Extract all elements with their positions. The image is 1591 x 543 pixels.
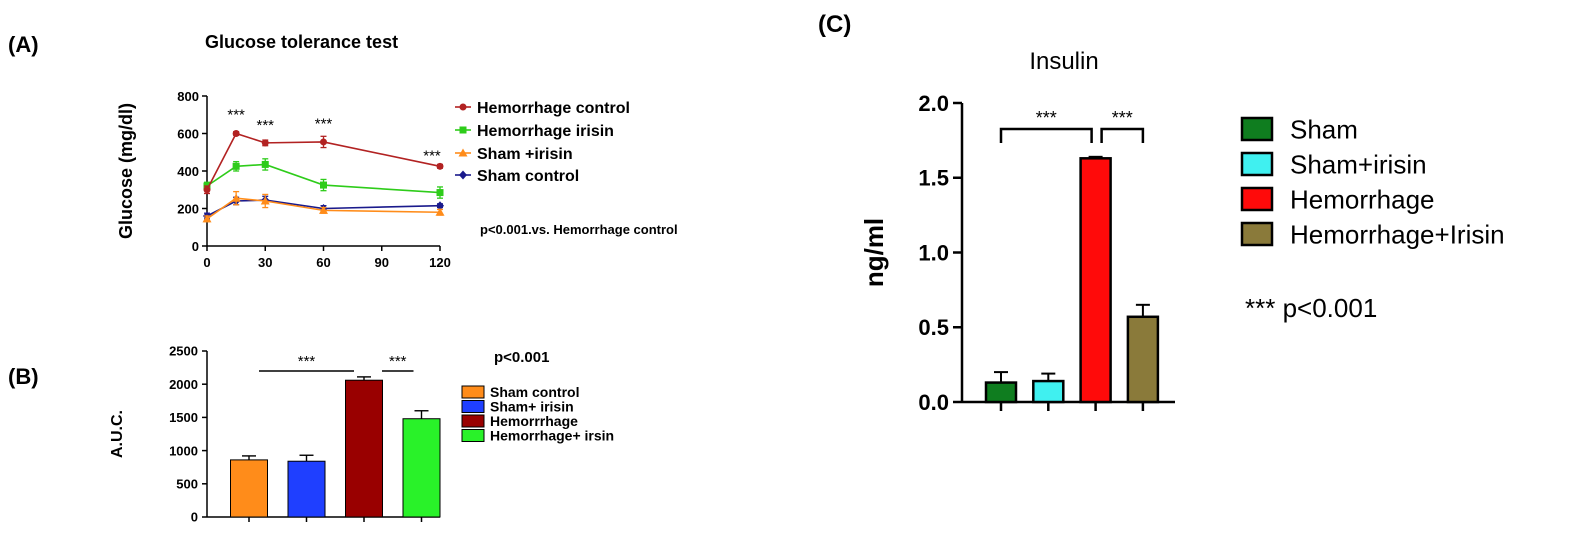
legend-label-hemorrhage-control: Hemorrhage control	[477, 100, 630, 117]
legend-swatch-hemorrhage	[1240, 186, 1274, 212]
data-point-sham-irisin	[435, 207, 445, 216]
legend-swatch-sham	[1240, 116, 1274, 142]
bar-hemorrhage-irisin	[1126, 315, 1160, 404]
chart-c-significance-bracket	[1100, 127, 1145, 143]
chart-c-significance-marker: ***	[1112, 108, 1133, 128]
chart-a-y-tick-label: 200	[177, 202, 199, 217]
legend-label-hemorrhage-irsin: Hemorrhage+ irsin	[490, 428, 614, 444]
chart-b-y-tick-label: 2000	[169, 377, 198, 392]
chart-b-y-tick-label: 2500	[169, 344, 198, 359]
legend-swatch-sham-irisin	[461, 400, 485, 413]
legend-marker-sham-irisin	[458, 148, 468, 157]
legend-swatch-sham-control	[461, 385, 485, 399]
chart-b-auc: A.U.C. 0 500 1000 1500 2000 2500 *** *** Sham con…	[109, 344, 614, 525]
chart-a-y-tick-label: 600	[177, 127, 199, 142]
data-point-hemorrhage-control	[436, 162, 444, 170]
data-point-hemorrhage-control	[261, 139, 269, 147]
chart-a-significance-marker: ***	[315, 115, 333, 132]
legend-marker-sham-control	[459, 170, 467, 180]
data-point-hemorrhage-irisin	[320, 181, 327, 189]
legend-marker-hemorrhage-control	[459, 103, 467, 111]
chart-c-y-tick-label: 0.0	[918, 390, 949, 415]
legend-label-sham-irisin: Sham +irisin	[477, 146, 573, 163]
legend-swatch-hemorrhage-irisin	[1240, 221, 1274, 247]
legend-label-sham-control: Sham control	[477, 168, 579, 185]
chart-b-significance-marker: ***	[389, 353, 407, 370]
chart-a-x-tick-label: 30	[258, 255, 272, 270]
chart-b-y-axis-label: A.U.C.	[109, 410, 126, 458]
chart-c-insulin: Insulin ng/ml 0.0 0.5 1.0 1.5 2.0 *** *** Sham Sha…	[859, 48, 1505, 415]
chart-b-y-tick-label: 500	[176, 476, 198, 491]
panel-b-label: (B)	[8, 364, 39, 389]
legend-label-hemorrhage-irisin: Hemorrhage+Irisin	[1290, 219, 1505, 249]
chart-b-annotation: p<0.001	[494, 349, 549, 366]
chart-a-annotation: p<0.001.vs. Hemorrhage control	[480, 222, 678, 237]
panel-a-label: (A)	[8, 32, 39, 57]
legend-label-sham-irisin: Sham+ irisin	[490, 399, 574, 415]
legend-swatch-hemorrhage-irsin	[461, 429, 485, 442]
data-point-sham-irisin	[319, 205, 328, 214]
bar-sham-control	[230, 459, 268, 518]
chart-a-x-tick-label: 90	[375, 255, 389, 270]
legend-marker-hemorrhage-irisin	[459, 126, 467, 134]
legend-label-sham: Sham	[1290, 114, 1358, 144]
chart-a-title: Glucose tolerance test	[205, 32, 398, 52]
chart-a-x-tick-label: 120	[429, 255, 451, 270]
data-point-hemorrhage-irisin	[261, 160, 269, 168]
data-point-hemorrhage-control	[320, 138, 327, 146]
chart-a-x-tick-label: 60	[316, 255, 330, 270]
chart-a-significance-marker: ***	[256, 117, 274, 134]
bar-hemorrrhage	[345, 379, 383, 518]
chart-c-significance-marker: ***	[1036, 108, 1057, 128]
legend-label-hemorrrhage: Hemorrrhage	[490, 413, 578, 429]
legend-label-sham-control: Sham control	[490, 384, 579, 400]
data-point-sham-irisin	[202, 214, 212, 223]
data-point-sham-irisin	[231, 193, 241, 202]
chart-b-y-tick-label: 0	[191, 510, 198, 525]
chart-b-y-tick-label: 1000	[169, 443, 198, 458]
bar-sham-irisin	[287, 460, 326, 518]
chart-a-significance-marker: ***	[423, 147, 441, 164]
chart-a-x-tick-label: 0	[203, 255, 210, 270]
chart-a-significance-marker: ***	[227, 107, 245, 124]
chart-a-glucose-tolerance: Glucose tolerance test Glucose (mg/dl) 0 20…	[116, 32, 678, 270]
legend-label-sham-irisin: Sham+irisin	[1290, 149, 1427, 179]
data-point-hemorrhage-irisin	[436, 189, 444, 197]
data-point-hemorrhage-control	[232, 130, 240, 137]
chart-a-y-axis-label: Glucose (mg/dl)	[116, 103, 136, 239]
legend-label-hemorrhage-irisin: Hemorrhage irisin	[477, 123, 614, 140]
legend-swatch-hemorrrhage	[461, 414, 485, 428]
chart-a-y-tick-label: 400	[177, 164, 199, 179]
chart-c-y-tick-label: 2.0	[918, 91, 949, 116]
chart-c-significance-bracket	[999, 127, 1093, 143]
data-point-sham-control	[436, 201, 444, 211]
chart-c-annotation: *** p<0.001	[1245, 293, 1377, 323]
legend-swatch-sham-irisin	[1240, 151, 1274, 177]
bar-sham-irisin	[1032, 379, 1065, 404]
chart-c-y-tick-label: 1.0	[918, 240, 949, 265]
bar-hemorrhage	[1079, 157, 1112, 404]
chart-c-y-tick-label: 0.5	[918, 315, 949, 340]
chart-b-significance-marker: ***	[298, 353, 316, 370]
data-point-sham-irisin	[260, 196, 270, 205]
chart-c-title: Insulin	[1029, 48, 1098, 75]
chart-c-y-axis-label: ng/ml	[859, 218, 889, 287]
bar-hemorrhage-irsin	[402, 418, 441, 518]
chart-c-y-tick-label: 1.5	[918, 166, 949, 191]
data-point-hemorrhage-irisin	[232, 162, 240, 170]
chart-a-y-tick-label: 0	[192, 239, 199, 254]
chart-a-y-tick-label: 800	[177, 89, 199, 104]
bar-sham	[984, 381, 1018, 404]
legend-label-hemorrhage: Hemorrhage	[1290, 184, 1435, 214]
chart-b-y-tick-label: 1500	[169, 410, 198, 425]
panel-c-label: (C)	[818, 11, 851, 38]
data-point-hemorrhage-control	[203, 186, 211, 194]
